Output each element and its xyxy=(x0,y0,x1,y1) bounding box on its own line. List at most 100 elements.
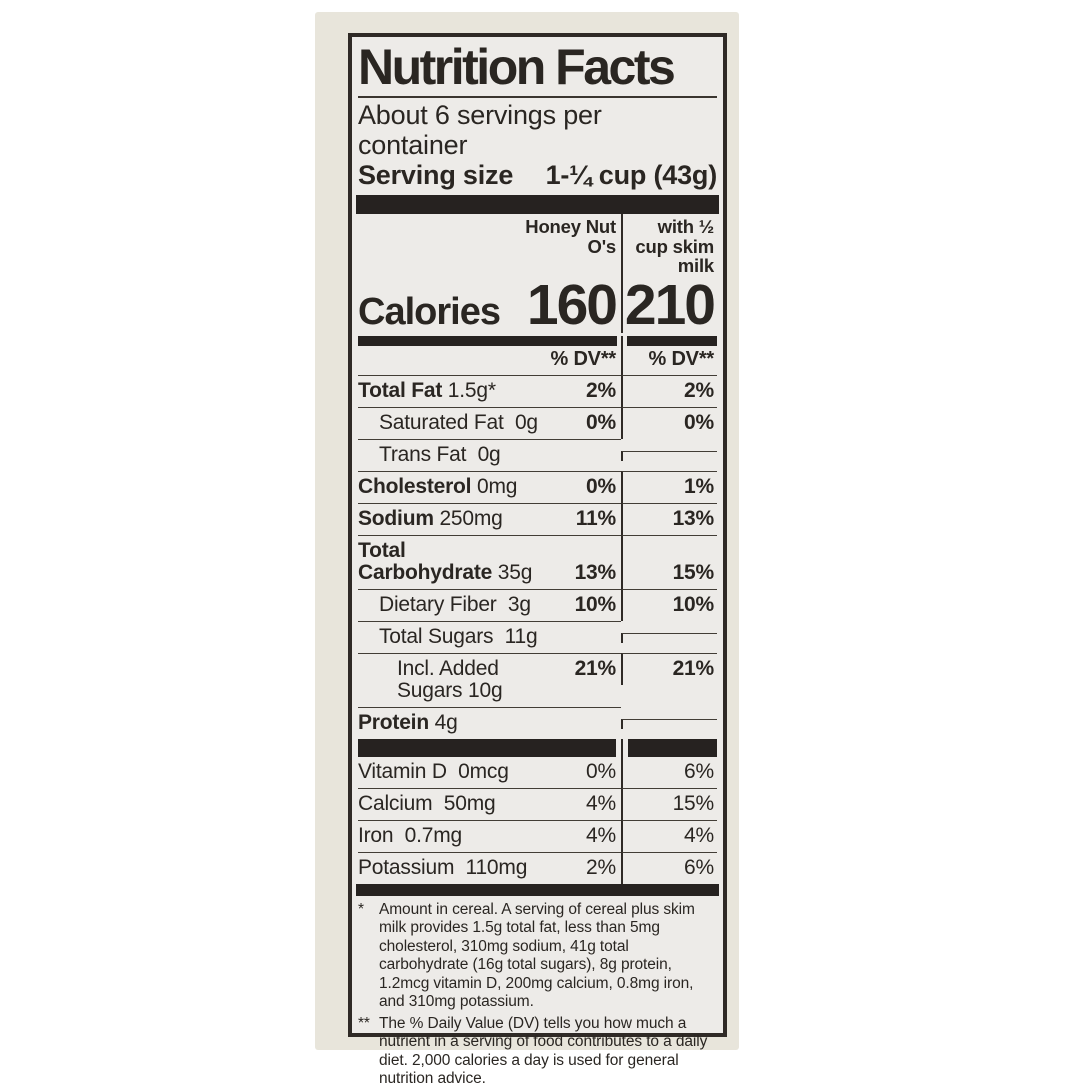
footnote-cereal-amount: * Amount in cereal. A serving of cereal … xyxy=(358,901,717,1012)
nutrient-cell-milk xyxy=(621,632,717,643)
nutrient-cell-milk: 1% xyxy=(621,470,717,503)
nutrient-amount: 35g xyxy=(497,560,533,584)
nutrient-cell: Saturated Fat 0g 0% xyxy=(358,406,621,439)
vitamin-cell-milk: 6% xyxy=(621,851,717,884)
vitamin-cell: Vitamin D 0mcg 0% xyxy=(358,757,621,788)
vitamin-row-calcium: Calcium 50mg 4% 15% xyxy=(358,787,717,820)
nutrient-name-amount: Sodium 250mg xyxy=(358,506,503,530)
nutrition-facts-label: Nutrition Facts About 6 servings per con… xyxy=(348,33,727,1087)
nutrient-dv-milk: 15% xyxy=(672,560,715,584)
column-header-milk: with ½ cup skim milk xyxy=(621,214,717,278)
nutrient-dv-milk: 10% xyxy=(672,592,715,616)
vitamin-cell: Iron 0.7mg 4% xyxy=(358,819,621,852)
vitamin-dv-cereal: 4% xyxy=(586,823,616,847)
column-header-milk-label: with ½ cup skim milk xyxy=(635,216,714,276)
dv-header-milk-cell: % DV** xyxy=(621,345,717,375)
nutrient-cell: Cholesterol 0mg 0% xyxy=(358,470,621,503)
nutrient-dv-milk: 0% xyxy=(684,410,714,434)
vitamin-name: Potassium xyxy=(358,855,455,879)
vitamin-dv-milk: 4% xyxy=(684,823,714,847)
nutrient-name-amount: Trans Fat 0g xyxy=(379,442,501,466)
nutrient-cell-milk: 21% xyxy=(621,652,717,685)
two-column-table: Honey Nut O's with ½ cup skim milk Calor… xyxy=(358,214,717,884)
nutrient-cell-milk: 0% xyxy=(621,406,717,439)
nutrient-cell: Total Fat 1.5g* 2% xyxy=(358,374,621,407)
section-bar-top xyxy=(356,195,719,214)
nutrient-dv-cereal: 11% xyxy=(575,506,616,530)
vitamin-name: Vitamin D xyxy=(358,759,447,783)
serving-size-value: 1-¼ cup (43g) xyxy=(545,160,718,190)
column-header-row: Honey Nut O's with ½ cup skim milk xyxy=(358,214,717,278)
nutrient-amount: 250mg xyxy=(439,506,503,530)
section-bar-bottom xyxy=(356,883,719,896)
nutrient-cell-milk xyxy=(621,718,717,729)
calories-underline-row xyxy=(358,335,717,346)
vitamin-name-amount: Vitamin D 0mcg xyxy=(358,759,509,783)
nutrient-row-dietary-fiber: Dietary Fiber 3g 10% 10% xyxy=(358,588,717,621)
dv-header-milk: % DV** xyxy=(648,347,715,370)
nutrient-cell-milk: 15% xyxy=(621,534,717,589)
nutrient-cell-milk: 2% xyxy=(621,374,717,407)
calories-underline-milk xyxy=(627,335,717,346)
section-bar-cereal xyxy=(358,738,616,757)
vitamin-row-potassium: Potassium 110mg 2% 6% xyxy=(358,851,717,884)
calories-underline-milk-cell xyxy=(621,335,717,346)
nutrient-name: Trans Fat xyxy=(379,442,467,466)
nutrient-cell: Dietary Fiber 3g 10% xyxy=(358,588,621,621)
nutrient-amount: 0g xyxy=(514,410,538,434)
nutrient-row-added-sugars: Incl. Added Sugars 10g 21% 21% xyxy=(358,652,717,707)
nutrient-name-amount: Incl. Added Sugars 10g xyxy=(397,657,575,702)
calories-underline-cereal-cell xyxy=(358,335,621,346)
nutrition-facts-title: Nutrition Facts xyxy=(358,39,676,95)
vitamin-amount: 110mg xyxy=(465,855,528,879)
nutrient-cell-milk: 13% xyxy=(621,502,717,535)
package-paper: Nutrition Facts About 6 servings per con… xyxy=(315,12,739,1087)
nutrient-dv-cereal: 13% xyxy=(574,560,617,584)
nutrient-name-amount: Total Sugars 11g xyxy=(379,625,538,648)
section-bar-vitamins xyxy=(358,738,717,757)
nutrient-amount: 3g xyxy=(507,592,531,616)
calories-value-milk: 210 xyxy=(624,272,716,337)
nutrient-cell: Sodium 250mg 11% xyxy=(358,502,621,535)
nutrient-name-amount: Saturated Fat 0g xyxy=(379,410,538,434)
vitamin-cell: Potassium 110mg 2% xyxy=(358,851,621,884)
section-bar-cereal-cell xyxy=(358,738,621,757)
nutrient-dv-milk: 1% xyxy=(684,474,714,498)
vitamin-amount: 0.7mg xyxy=(404,823,463,847)
nutrient-cell: Trans Fat 0g xyxy=(358,438,621,471)
nutrient-dv-cereal: 0% xyxy=(586,410,616,434)
nutrient-dv-cereal: 21% xyxy=(574,656,617,680)
nutrient-name-amount: Cholesterol 0mg xyxy=(358,474,518,498)
vitamin-dv-milk: 6% xyxy=(684,855,714,879)
nutrient-cell: Total Carbohydrate 35g 13% xyxy=(358,534,621,589)
vitamin-cell-milk: 15% xyxy=(621,787,717,820)
nutrient-name: Total Fat xyxy=(358,378,443,402)
vitamin-amount: 50mg xyxy=(443,791,496,815)
nutrient-name-amount: Protein 4g xyxy=(358,710,458,734)
vitamin-dv-cereal: 4% xyxy=(586,791,616,815)
nutrient-dv-cereal: 10% xyxy=(574,592,617,616)
vitamin-name-amount: Potassium 110mg xyxy=(358,855,528,879)
vitamin-name-amount: Calcium 50mg xyxy=(358,791,496,815)
column-header-cereal-label: Honey Nut O's xyxy=(525,216,616,257)
column-header-cereal: Honey Nut O's xyxy=(358,214,621,258)
nutrient-cell: Total Sugars 11g xyxy=(358,620,621,653)
section-bar-milk xyxy=(628,738,717,757)
nutrient-amount: 10g xyxy=(467,678,503,702)
vitamin-name: Calcium xyxy=(358,791,433,815)
calories-cell-cereal: Calories 160 xyxy=(358,276,621,336)
nutrient-amount: 0mg xyxy=(476,474,518,498)
vitamin-cell-milk: 4% xyxy=(621,819,717,852)
dv-header-cereal: % DV** xyxy=(550,347,617,370)
nutrient-name: Total Carbohydrate xyxy=(358,538,493,584)
daily-value-header-row: % DV** % DV** xyxy=(358,345,717,375)
footnote-daily-value: ** The % Daily Value (DV) tells you how … xyxy=(358,1015,717,1089)
nutrient-row-cholesterol: Cholesterol 0mg 0% 1% xyxy=(358,470,717,503)
nutrient-row-sodium: Sodium 250mg 11% 13% xyxy=(358,502,717,535)
nutrient-name: Protein xyxy=(358,710,429,734)
serving-size-label: Serving size xyxy=(358,160,514,190)
footnote-marker: ** xyxy=(358,1014,370,1032)
vitamin-dv-milk: 15% xyxy=(672,791,715,815)
title-divider xyxy=(358,96,717,98)
nutrient-cell-milk: 10% xyxy=(621,588,717,621)
